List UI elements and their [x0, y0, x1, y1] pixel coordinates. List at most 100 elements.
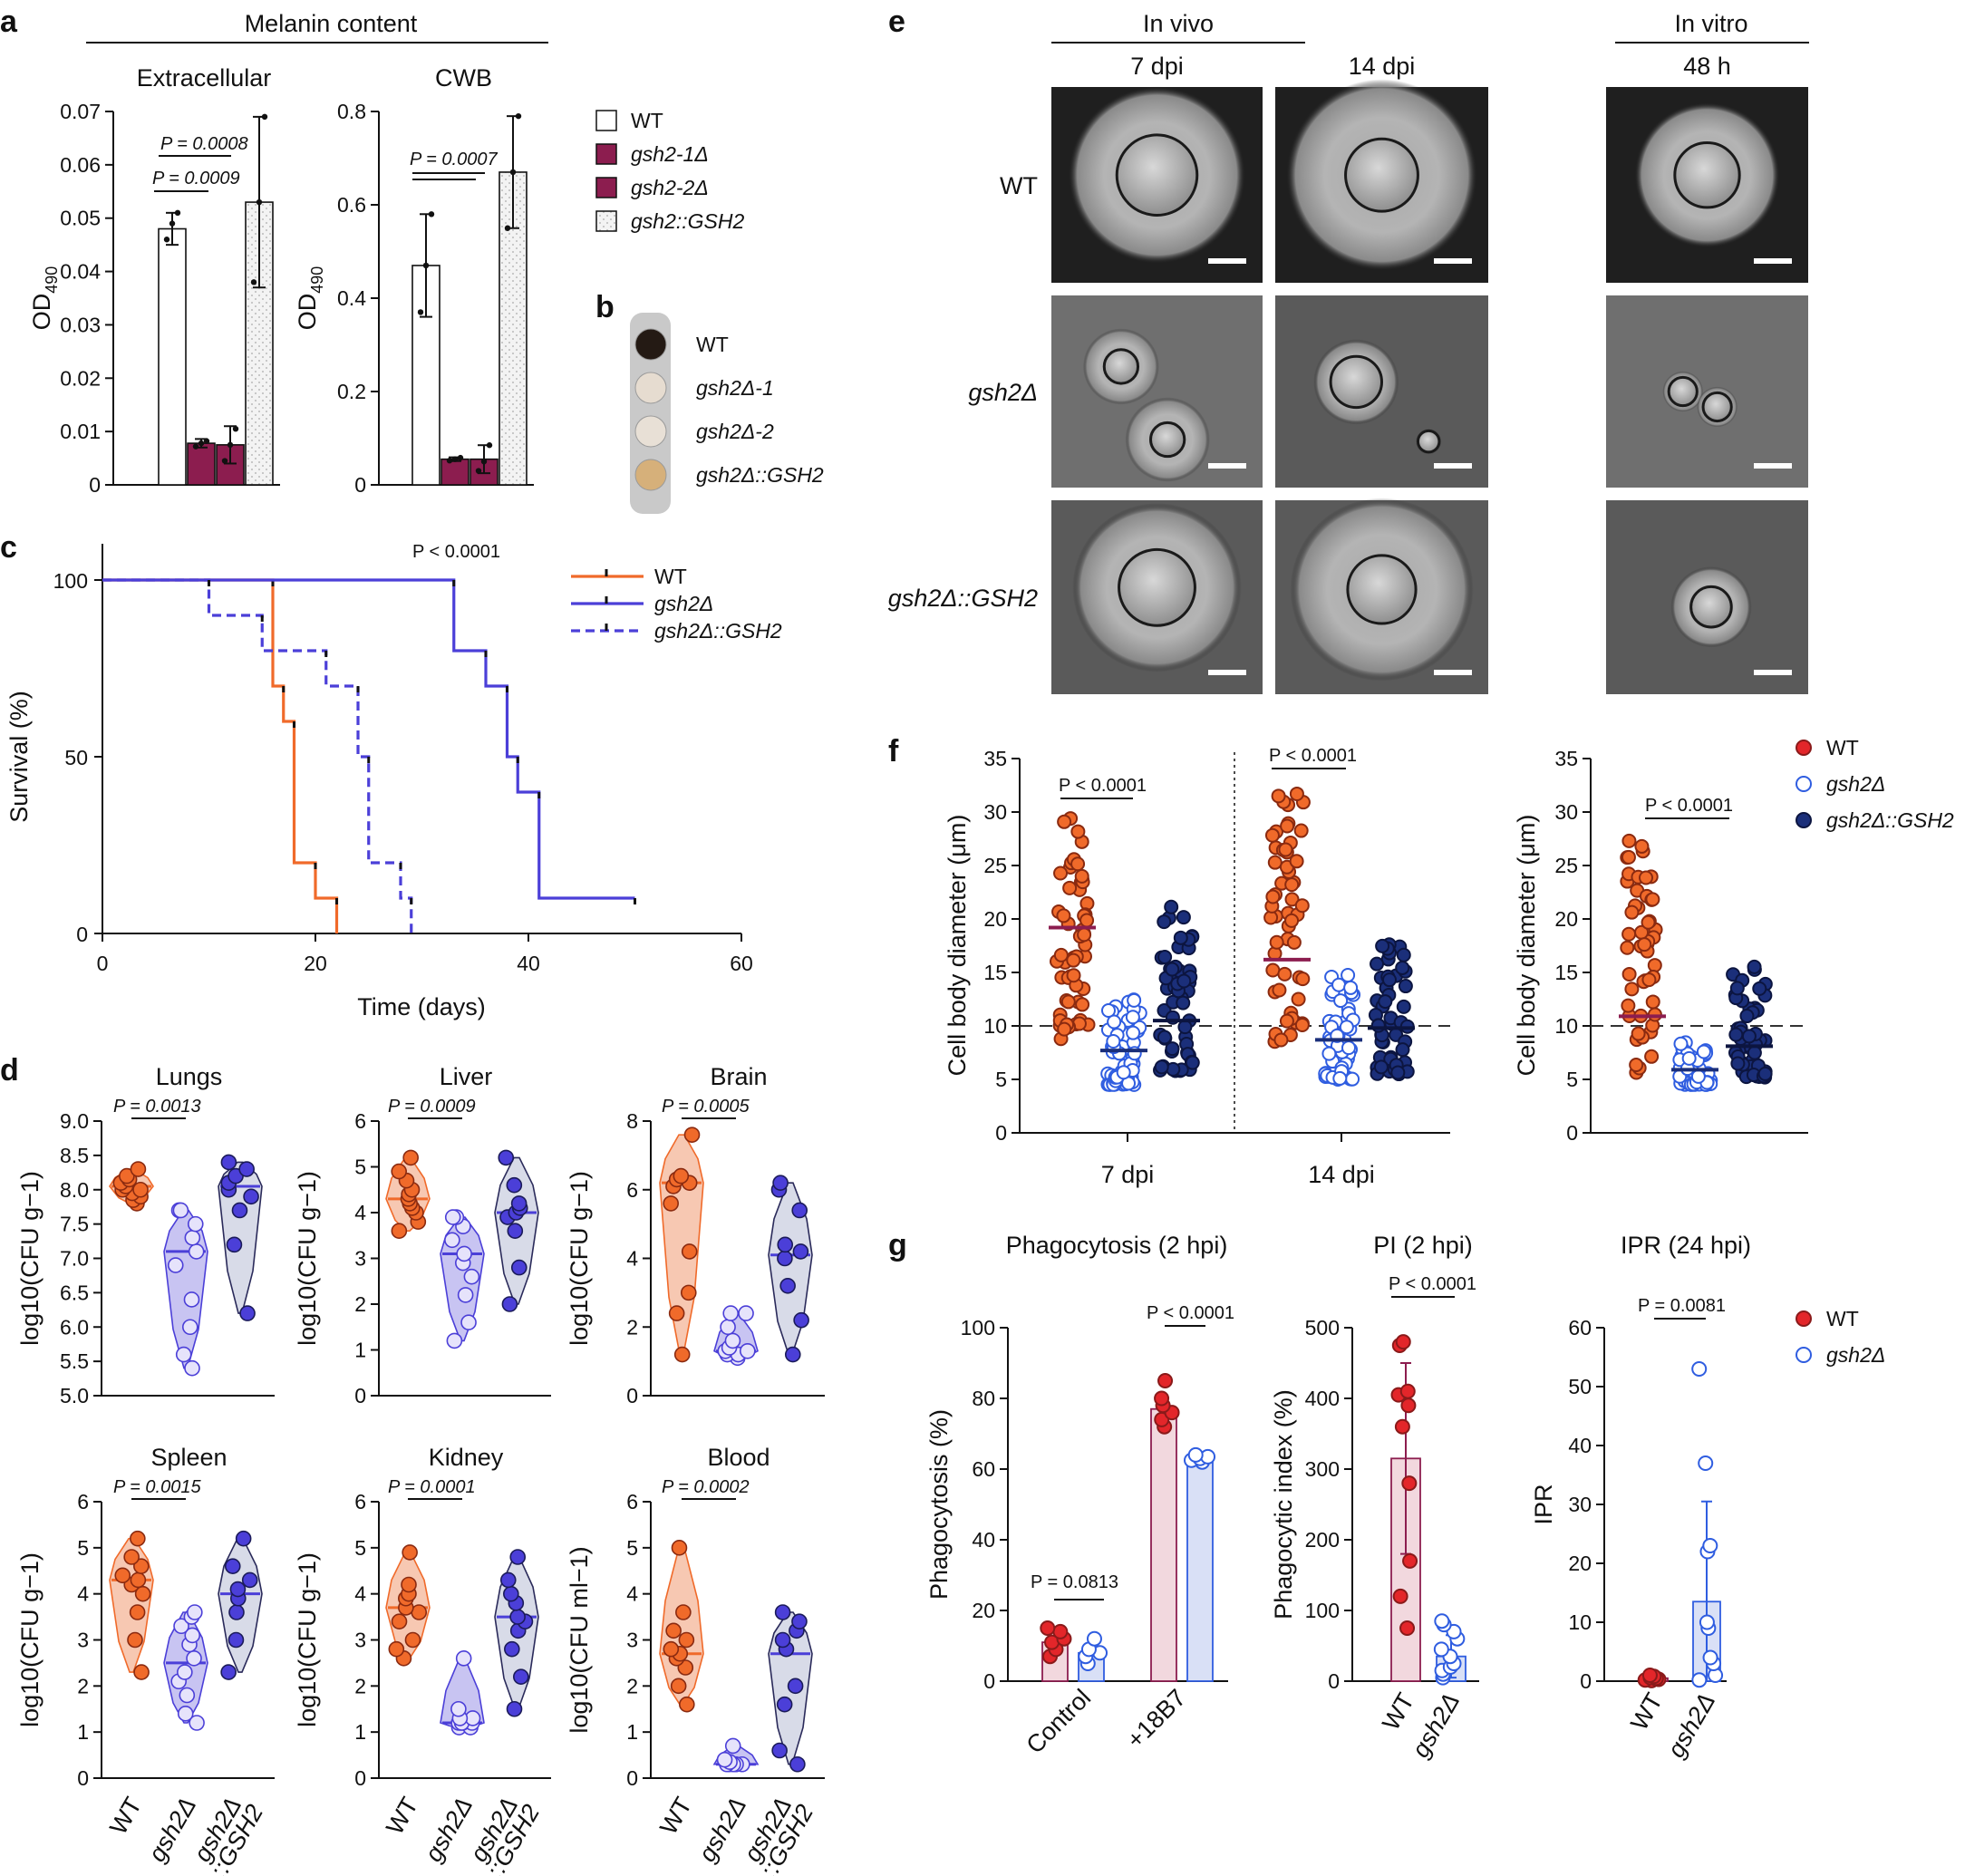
a2-title: CWB — [435, 64, 492, 92]
d4-point — [189, 1715, 205, 1731]
f1-point — [1284, 892, 1300, 907]
a2-point — [486, 442, 493, 449]
f1-ytick-label: 35 — [983, 747, 1007, 770]
d4-point — [177, 1664, 193, 1680]
f1-point — [1075, 997, 1090, 1012]
d6-ytick-label: 4 — [626, 1582, 638, 1606]
d-xlabel-wt: WT — [104, 1793, 147, 1839]
g3-point — [1641, 1668, 1658, 1683]
f2-point — [1621, 833, 1637, 848]
g1-point — [1040, 1620, 1056, 1636]
e-column-label: 48 h — [1683, 53, 1731, 80]
d1-point — [188, 1243, 205, 1260]
f2-point — [1637, 937, 1652, 953]
f2-point — [1624, 982, 1640, 997]
d5-point — [503, 1585, 519, 1602]
c-ytick-label: 0 — [76, 923, 88, 946]
d2-point — [457, 1287, 474, 1303]
d5-point — [509, 1609, 526, 1625]
f1-point — [1339, 1020, 1354, 1035]
d3-point — [683, 1127, 701, 1143]
panel-label-d: d — [0, 1053, 19, 1088]
d6-point — [724, 1737, 741, 1755]
f2-point — [1730, 1056, 1746, 1071]
e-cell-body — [1118, 547, 1196, 627]
e-cell-body — [1102, 348, 1140, 385]
d3-point — [791, 1202, 808, 1219]
d3-point — [792, 1243, 809, 1260]
f1-point — [1176, 995, 1191, 1011]
g-legend-label: WT — [1826, 1307, 1859, 1330]
f1-point — [1106, 1034, 1121, 1049]
a2-point — [515, 112, 522, 120]
d6-point — [678, 1631, 695, 1649]
e-scalebar — [1208, 258, 1246, 264]
b-strain-label: gsh2Δ-1 — [696, 376, 774, 400]
d5-point — [509, 1549, 527, 1565]
f1-point — [1165, 1041, 1180, 1057]
c-legend-label: WT — [654, 565, 687, 588]
g2-point — [1402, 1552, 1418, 1569]
a2-ytick-label: 0.2 — [337, 380, 366, 403]
a2-pvalue: P = 0.0007 — [410, 150, 498, 169]
f1-point — [1056, 908, 1071, 923]
d4-point — [134, 1585, 151, 1602]
f1-point — [1057, 1021, 1072, 1037]
d5-ytick-label: 2 — [354, 1674, 366, 1697]
d5-title: Kidney — [429, 1444, 504, 1471]
d5-point — [391, 1613, 408, 1629]
d2-point — [510, 1259, 528, 1276]
d3-point — [724, 1332, 741, 1349]
d3-ytick-label: 8 — [626, 1109, 638, 1133]
d2-point — [460, 1314, 477, 1330]
d4-point — [227, 1631, 245, 1649]
f2-ytick-label: 20 — [1554, 907, 1578, 931]
f1-point — [1294, 898, 1310, 914]
d1-ytick-label: 7.0 — [60, 1247, 89, 1271]
d4-point — [220, 1664, 237, 1680]
f1-point — [1278, 842, 1293, 857]
f1-point — [1378, 994, 1393, 1010]
g1-ytick-label: 60 — [972, 1457, 995, 1481]
f1-point — [1396, 947, 1411, 962]
f1-xlabel: 7 dpi — [1101, 1161, 1155, 1188]
d6-point — [789, 1755, 806, 1773]
g2-ytick-label: 500 — [1305, 1316, 1340, 1339]
f2-point — [1624, 904, 1640, 920]
d1-point — [238, 1161, 255, 1177]
f1-point — [1289, 786, 1304, 801]
d4-ytick-label: 5 — [77, 1536, 89, 1560]
d2-ylabel: log10(CFU g−1) — [294, 1171, 321, 1346]
g-legend-label: gsh2Δ — [1826, 1343, 1885, 1367]
g2-ytick-label: 0 — [1328, 1669, 1340, 1693]
d4-point — [229, 1581, 247, 1598]
g3-point — [1691, 1672, 1708, 1688]
d5-point — [388, 1640, 405, 1658]
f2-point — [1638, 870, 1653, 885]
d5-point — [504, 1640, 520, 1658]
g3-point — [1699, 1614, 1715, 1630]
f2-ytick-label: 10 — [1554, 1014, 1578, 1038]
d1-point — [175, 1346, 192, 1363]
f2-ytick-label: 0 — [1566, 1121, 1578, 1145]
a1-point — [192, 443, 199, 450]
a-legend-swatch — [595, 143, 617, 165]
a-legend-label: WT — [631, 109, 663, 132]
a2-ylabel: OD490 — [294, 266, 326, 331]
a1-point — [232, 426, 239, 432]
f1-point — [1100, 1003, 1116, 1019]
d5-point — [404, 1631, 421, 1649]
g3-ytick-label: 0 — [1580, 1669, 1592, 1693]
b-strain-label: gsh2Δ::GSH2 — [696, 463, 824, 487]
g1-ytick-label: 100 — [961, 1316, 995, 1339]
f1-point — [1157, 914, 1172, 930]
f1-point — [1382, 972, 1398, 988]
d1-ytick-label: 6.0 — [60, 1315, 89, 1339]
g2-ytick-label: 100 — [1305, 1599, 1340, 1622]
f1-point — [1070, 856, 1086, 872]
d2-ytick-label: 1 — [354, 1339, 366, 1362]
f-legend-label: gsh2Δ::GSH2 — [1826, 808, 1954, 832]
d3-point — [680, 1284, 697, 1301]
f2-point — [1681, 1050, 1697, 1066]
a1-ytick-label: 0.06 — [60, 153, 101, 177]
